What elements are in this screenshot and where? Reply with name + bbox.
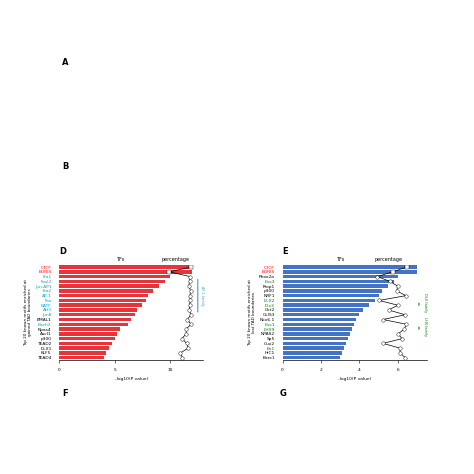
Text: TFs: TFs (116, 257, 124, 262)
Bar (283, 308, 363, 312)
Bar (59, 308, 137, 312)
Bar (283, 275, 398, 278)
Text: D: D (59, 246, 66, 255)
Bar (283, 337, 348, 340)
Bar (283, 328, 352, 331)
X-axis label: -log10(P value): -log10(P value) (338, 377, 371, 381)
Bar (283, 346, 344, 350)
Text: percentage: percentage (162, 257, 190, 262)
Text: LHX family: LHX family (423, 317, 427, 336)
Bar (59, 299, 146, 302)
Bar (59, 356, 104, 359)
Bar (283, 280, 394, 283)
Y-axis label: Top 20 known motifs enriched at
lost TAD boundaries: Top 20 known motifs enriched at lost TAD… (247, 279, 256, 346)
Bar (283, 289, 383, 292)
Bar (59, 313, 135, 317)
Bar (283, 294, 379, 297)
Text: AP-1 family: AP-1 family (200, 286, 204, 306)
Bar (283, 313, 359, 317)
Bar (283, 342, 346, 345)
Bar (59, 346, 109, 350)
Bar (59, 275, 170, 278)
Bar (283, 270, 417, 273)
Text: percentage: percentage (374, 257, 402, 262)
Bar (59, 328, 120, 331)
Bar (59, 337, 115, 340)
Bar (59, 342, 112, 345)
Bar (59, 351, 106, 355)
Text: B: B (63, 162, 69, 171)
Bar (283, 299, 375, 302)
Bar (59, 318, 131, 321)
Text: F: F (62, 389, 68, 398)
Text: TFs: TFs (336, 257, 344, 262)
Y-axis label: Top 20 known motifs enriched at
gained TAD boundaries: Top 20 known motifs enriched at gained T… (24, 279, 32, 346)
Bar (59, 332, 117, 336)
Bar (59, 294, 148, 297)
Bar (283, 332, 350, 336)
Bar (283, 351, 342, 355)
Text: DLX family: DLX family (423, 293, 427, 312)
Bar (283, 303, 369, 307)
Bar (59, 323, 128, 326)
Bar (283, 284, 388, 288)
Text: E: E (283, 246, 288, 255)
Bar (283, 318, 356, 321)
Text: G: G (280, 389, 287, 398)
Bar (59, 303, 142, 307)
Bar (59, 270, 192, 273)
Text: A: A (63, 58, 69, 67)
Bar (283, 323, 354, 326)
Bar (59, 280, 164, 283)
Bar (59, 265, 192, 269)
Bar (59, 284, 159, 288)
X-axis label: -log10(P value): -log10(P value) (115, 377, 148, 381)
Bar (283, 265, 417, 269)
Bar (283, 356, 340, 359)
Bar (59, 289, 154, 292)
